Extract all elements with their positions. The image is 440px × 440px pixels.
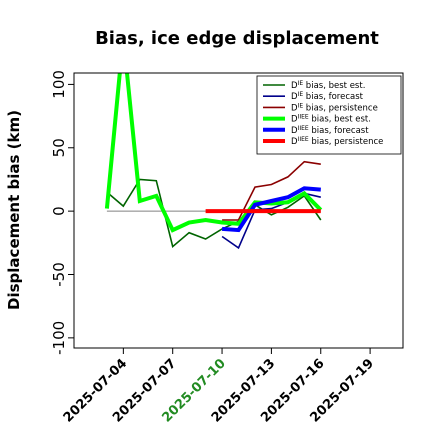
y-tick-label: 0 (50, 206, 68, 216)
chart-title: Bias, ice edge displacement (95, 28, 379, 49)
legend-entry-diiee_pers: DIIEE bias, persistence (291, 136, 383, 147)
legend-entry-die_best: DIE bias, best est. (291, 80, 365, 91)
y-axis-label: Displacement bias (km) (5, 110, 23, 310)
series-line-diiee_best (104, 73, 323, 233)
legend: DIE bias, best est.DIE bias, forecastDIE… (256, 75, 402, 155)
legend-entry-die_fc: DIE bias, forecast (291, 91, 364, 102)
series-line-die_pers (222, 160, 321, 221)
plot-area (73, 72, 404, 349)
series-line-diiee_fc (221, 186, 321, 233)
legend-entry-diiee_fc: DIIEE bias, forecast (291, 125, 369, 136)
legend-entry-die_pers: DIE bias, persistence (291, 102, 378, 113)
y-tick-label: 100 (50, 70, 68, 99)
series-line-die_best (106, 178, 322, 249)
y-tick-label: -100 (50, 321, 68, 355)
y-tick-label: 50 (50, 138, 68, 157)
legend-entry-diiee_best: DIIEE bias, best est. (291, 114, 371, 125)
y-tick-label: -50 (50, 262, 68, 287)
